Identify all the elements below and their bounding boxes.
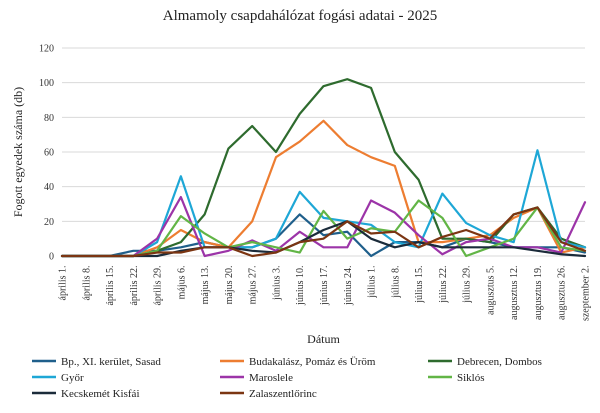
legend-label: Debrecen, Dombos [457, 356, 542, 368]
x-tick-label: június 24. [343, 266, 354, 306]
x-tick-label: április 1. [58, 266, 69, 301]
x-tick-label: június 10. [295, 266, 306, 306]
x-tick-label: május 6. [176, 266, 187, 300]
legend-label: Budakalász, Pomáz és Üröm [249, 356, 376, 368]
y-tick-label: 80 [44, 113, 54, 124]
x-tick-label: június 3. [271, 266, 282, 301]
series-line-5 [60, 195, 587, 258]
legend-label: Kecskemét Kisfái [61, 388, 140, 400]
x-tick-label: május 13. [200, 266, 211, 305]
legend-label: Siklós [457, 372, 485, 384]
x-tick-label: július 8. [390, 266, 401, 299]
x-tick-label: augusztus 5. [485, 265, 496, 314]
legend-label: Bp., XI. kerület, Sasad [61, 356, 161, 368]
x-tick-label: június 17. [319, 266, 330, 306]
x-tick-label: április 22. [129, 266, 140, 306]
series-line-7 [60, 220, 587, 258]
axis-layer: 0 20 40 60 80 100 120 április 1. április 8. ápril… [11, 44, 592, 347]
x-tick-label: május 27. [248, 266, 259, 305]
x-tick-label: július 22. [438, 266, 449, 304]
x-tick-label: augusztus 19. [533, 266, 544, 320]
legend-label: Zalaszentlőrinc [249, 388, 317, 400]
legend-label: Maroslele [249, 372, 293, 384]
series-line-6 [60, 199, 587, 258]
y-tick-label: 20 [44, 217, 54, 228]
grid-layer [62, 47, 585, 257]
x-tick-label: július 29. [462, 266, 473, 304]
series-layer [60, 78, 587, 258]
x-tick-label: április 29. [153, 266, 164, 306]
series-line-8 [60, 206, 587, 258]
x-tick-label: szeptember 2. [581, 266, 592, 322]
x-axis-title: Dátum [307, 332, 340, 346]
y-axis-title: Fogott egyedek száma (db) [11, 87, 25, 217]
chart-title: Almamoly csapdahálózat fogási adatai - 2… [162, 8, 438, 24]
x-tick-label: április 8. [81, 266, 92, 301]
y-tick-label: 40 [44, 182, 54, 193]
x-tick-label: augusztus 12. [509, 266, 520, 320]
y-tick-label: 120 [39, 44, 54, 55]
x-tick-label: július 1. [367, 266, 378, 299]
y-tick-label: 100 [39, 78, 54, 89]
y-tick-label: 0 [49, 252, 54, 263]
x-tick-label: május 20. [224, 266, 235, 305]
x-tick-label: augusztus 26. [557, 266, 568, 320]
y-tick-label: 60 [44, 148, 54, 159]
x-tick-label: július 15. [414, 266, 425, 304]
x-tick-label: április 15. [105, 266, 116, 306]
legend-label: Győr [61, 372, 84, 384]
legend-layer: Bp., XI. kerület, Sasad Budakalász, Pomáz… [32, 356, 542, 400]
series-line-4 [60, 149, 587, 258]
